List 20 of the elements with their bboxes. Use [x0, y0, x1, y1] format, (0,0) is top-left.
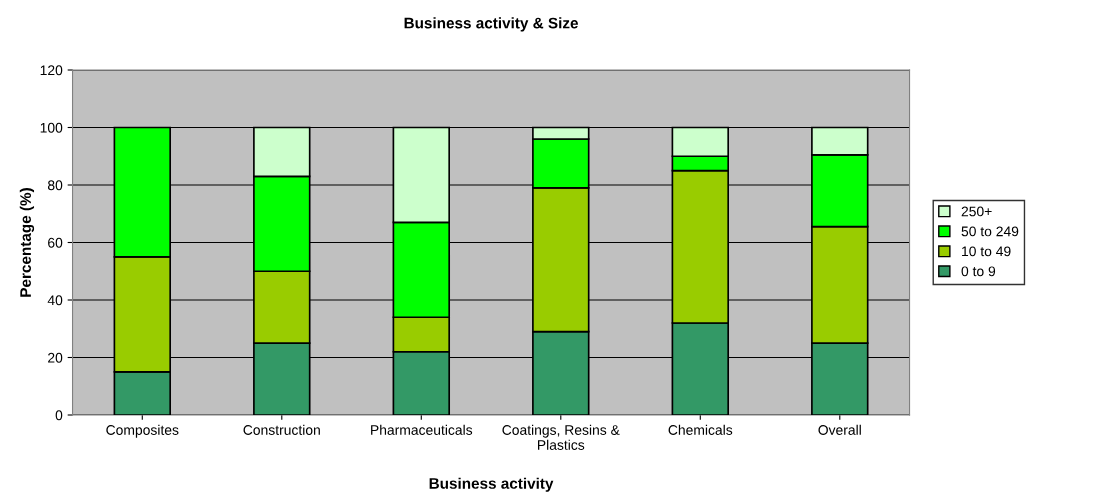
legend-label: 0 to 9	[961, 266, 996, 277]
y-tick-label: 60	[48, 237, 63, 248]
y-tick-label: 80	[47, 180, 63, 191]
y-tick-label: 0	[55, 410, 63, 421]
x-tick-label: Coatings, Resins & Plastics	[502, 424, 620, 450]
x-tick-label: Chemicals	[668, 424, 733, 435]
y-tick-label: 120	[40, 65, 63, 76]
y-tick-label: 40	[47, 295, 63, 306]
y-tick-label: 100	[40, 122, 63, 133]
legend-label: 50 to 249	[961, 226, 1019, 237]
chart-title: Business activity & Size	[404, 17, 578, 32]
legend-label: 250+	[961, 206, 992, 217]
x-tick-label: Pharmaceuticals	[371, 424, 473, 435]
y-axis-title: Percentage (%)	[19, 188, 35, 297]
y-tick-label: 20	[48, 352, 63, 363]
legend-label: 10 to 49	[962, 246, 1011, 257]
x-tick-label: Composites	[106, 424, 179, 438]
x-tick-label: Construction	[243, 424, 320, 435]
x-axis-title: Business activity	[429, 477, 554, 492]
x-tick-label: Overall	[818, 424, 861, 435]
